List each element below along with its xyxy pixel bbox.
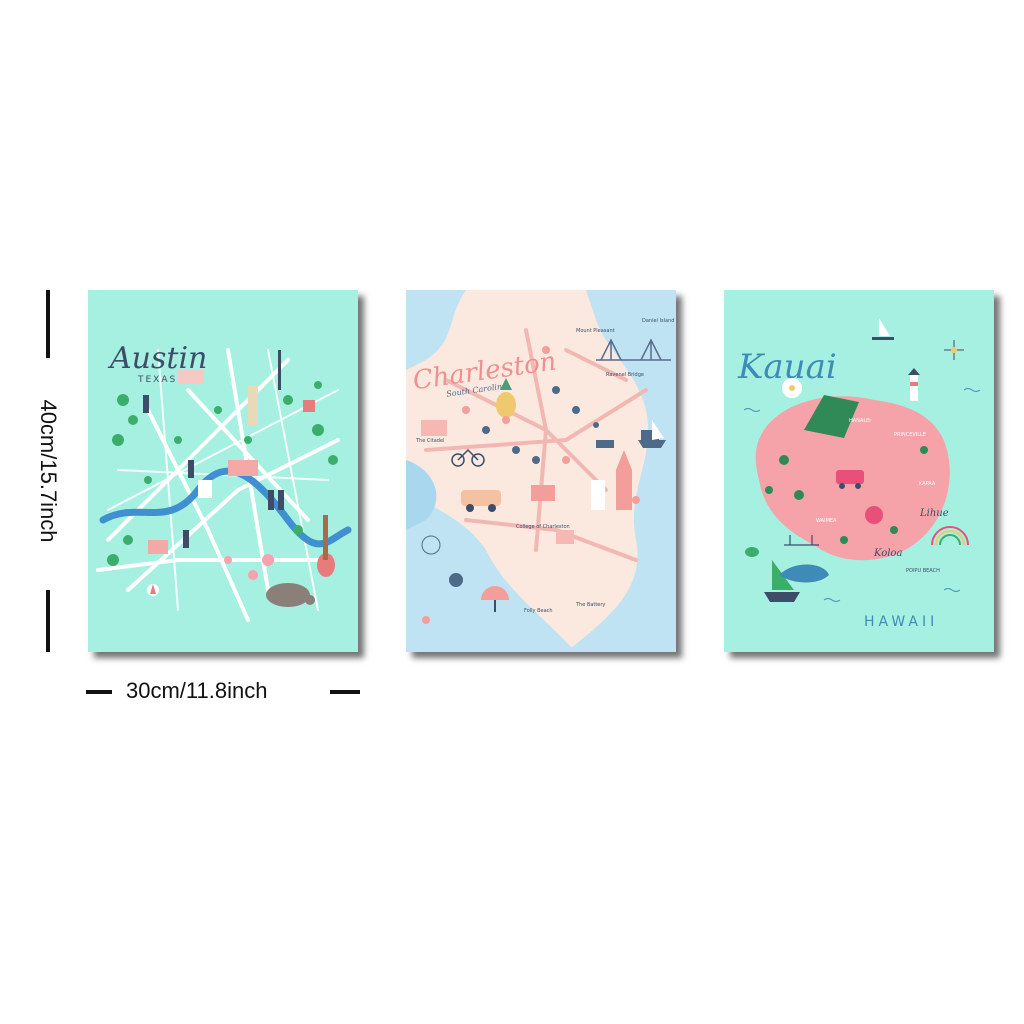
austin-subtitle: TEXAS	[137, 375, 177, 385]
height-dimension-line-bottom	[46, 590, 50, 652]
label-lihue: Lihue	[919, 508, 949, 519]
label-koloa: Koloa	[873, 548, 902, 559]
label-kapaa: KAPAA	[919, 481, 936, 487]
label-daniel-island: Daniel Island	[642, 318, 674, 324]
label-hanalei: HANALEI	[849, 418, 871, 424]
height-dimension: 40cm/15.7inch	[30, 290, 66, 652]
austin-map-illustration: Austin TEXAS	[88, 290, 358, 652]
label-poipu: POIPU BEACH	[906, 568, 940, 574]
label-college: College of Charleston	[516, 524, 570, 530]
label-folly-beach: Folly Beach	[524, 608, 553, 614]
label-princeville: PRINCEVILLE	[894, 432, 926, 438]
width-dimension: 30cm/11.8inch	[86, 676, 360, 708]
height-dimension-label: 40cm/15.7inch	[36, 399, 61, 543]
kauai-subtitle: HAWAII	[864, 614, 938, 630]
poster-austin: Austin TEXAS	[88, 290, 358, 652]
height-dimension-line-top	[46, 290, 50, 358]
poster-charleston: Charleston South Carolina The Citadel Ra…	[406, 290, 676, 652]
label-citadel: The Citadel	[415, 438, 444, 444]
label-waimea: WAIMEA	[816, 518, 837, 524]
width-dimension-line-right	[330, 690, 360, 694]
label-mount-pleasant: Mount Pleasant	[576, 328, 615, 334]
label-ravenel-bridge: Ravenel Bridge	[606, 372, 644, 378]
kauai-map-illustration: Kauai HAWAII HANALEI PRINCEVILLE WAIMEA …	[724, 290, 994, 652]
charleston-map-illustration: Charleston South Carolina The Citadel Ra…	[406, 290, 676, 652]
width-dimension-label: 30cm/11.8inch	[126, 678, 268, 703]
width-dimension-line-left	[86, 690, 112, 694]
poster-kauai: Kauai HAWAII HANALEI PRINCEVILLE WAIMEA …	[724, 290, 994, 652]
label-battery: The Battery	[575, 602, 605, 608]
